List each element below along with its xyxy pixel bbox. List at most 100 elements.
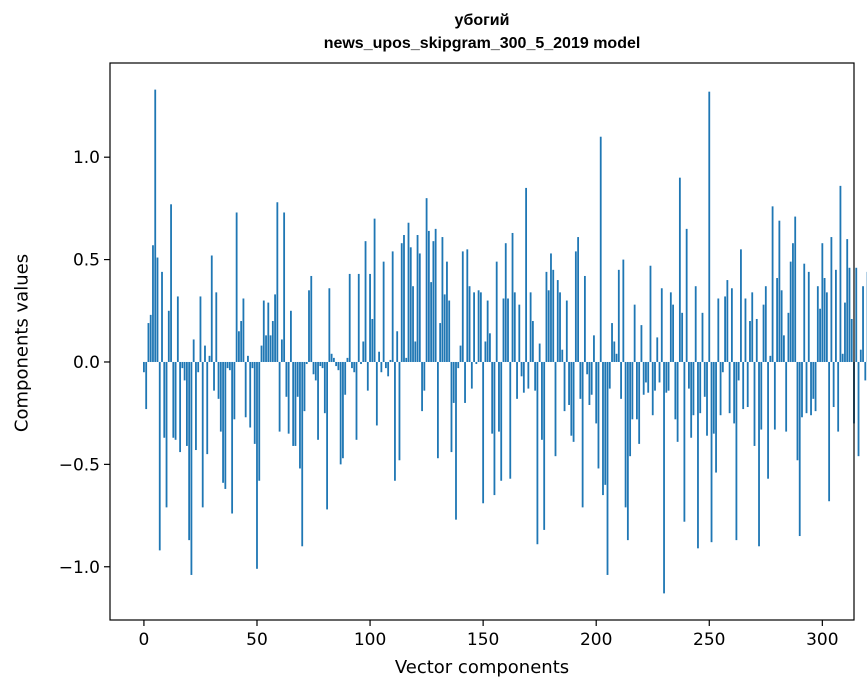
bar-118 [409,247,412,362]
bar-93 [353,361,356,373]
bar-206 [608,361,611,389]
bar-32 [215,292,218,362]
x-tick-label: 0 [139,630,150,650]
bar-190 [572,361,575,442]
bar-251 [710,361,713,543]
x-axis-ticks: 0 50 100 150 200 250 300 [139,620,839,650]
bar-231 [665,361,668,393]
bar-119 [412,286,414,362]
bar-111 [394,361,396,481]
bar-72 [305,361,308,365]
bar-181 [552,269,555,362]
bar-216 [631,361,634,420]
bar-249 [706,361,708,436]
bar-37 [226,361,229,369]
bar-149 [479,292,482,362]
bar-196 [586,361,589,375]
bar-11 [167,310,170,362]
bar-71 [303,361,306,412]
bar-155 [493,361,496,496]
bar-197 [588,361,591,405]
bar-84 [332,357,335,362]
bar-256 [721,361,724,373]
bar-308 [839,185,842,362]
bar-115 [403,235,405,362]
bar-142 [464,361,466,403]
bar-215 [629,361,632,457]
bar-290 [798,361,801,537]
bar-96 [360,361,362,365]
bar-78 [319,361,322,367]
bar-186 [563,361,566,412]
x-tick-label: 150 [467,630,499,650]
bar-202 [599,136,602,362]
chart-title: убогий [454,12,510,29]
bar-177 [543,361,546,530]
bar-278 [771,206,774,362]
bar-113 [398,361,401,461]
bar-31 [213,361,215,391]
bar-61 [280,339,283,362]
bar-162 [509,361,512,479]
bar-133 [443,294,446,362]
bar-135 [448,300,451,362]
bar-286 [789,261,792,362]
bar-259 [728,361,731,414]
y-tick-label: −0.5 [59,455,100,475]
bar-200 [595,361,598,424]
bar-58 [274,294,276,362]
bar-316 [857,361,860,457]
bar-40 [233,361,236,420]
bar-81 [326,361,328,510]
bar-9 [163,361,166,438]
bar-14 [174,361,177,440]
bar-228 [658,361,661,383]
bar-304 [830,237,833,362]
bar-294 [807,271,810,362]
bar-281 [778,220,781,362]
bar-33 [217,361,220,399]
bar-261 [733,361,736,424]
bar-227 [656,337,659,362]
bar-221 [642,361,645,395]
bar-305 [832,361,835,408]
bar-285 [787,312,790,362]
bar-253 [715,361,717,473]
bar-83 [330,353,333,362]
bar-27 [204,345,206,362]
bar-226 [654,361,656,391]
bar-25 [199,296,202,362]
bar-210 [617,269,620,362]
bar-306 [835,269,837,362]
bar-55 [267,302,270,362]
bar-310 [844,302,846,362]
bar-271 [755,318,758,362]
bar-128 [432,241,435,362]
y-axis-ticks: −1.0 −0.5 0.0 0.5 1.0 [59,148,110,578]
bar-191 [574,251,577,362]
bar-169 [525,187,528,362]
bar-154 [491,361,494,434]
bar-110 [391,251,394,362]
bar-36 [224,361,227,489]
bar-194 [581,361,584,508]
plot-frame [109,62,855,621]
bar-279 [773,361,776,430]
bar-270 [753,361,756,446]
bar-26 [201,361,204,508]
bar-283 [782,335,785,362]
bar-204 [604,361,607,485]
bar-213 [624,361,627,508]
bar-318 [862,286,864,362]
bar-127 [430,282,433,362]
bar-175 [538,343,541,362]
bar-68 [296,361,299,397]
bar-244 [694,286,697,362]
bar-6 [156,257,159,362]
bar-121 [416,235,419,362]
bar-152 [486,300,489,362]
bar-104 [378,351,381,362]
bar-248 [703,361,706,397]
bar-95 [357,273,360,362]
bar-265 [742,361,745,410]
